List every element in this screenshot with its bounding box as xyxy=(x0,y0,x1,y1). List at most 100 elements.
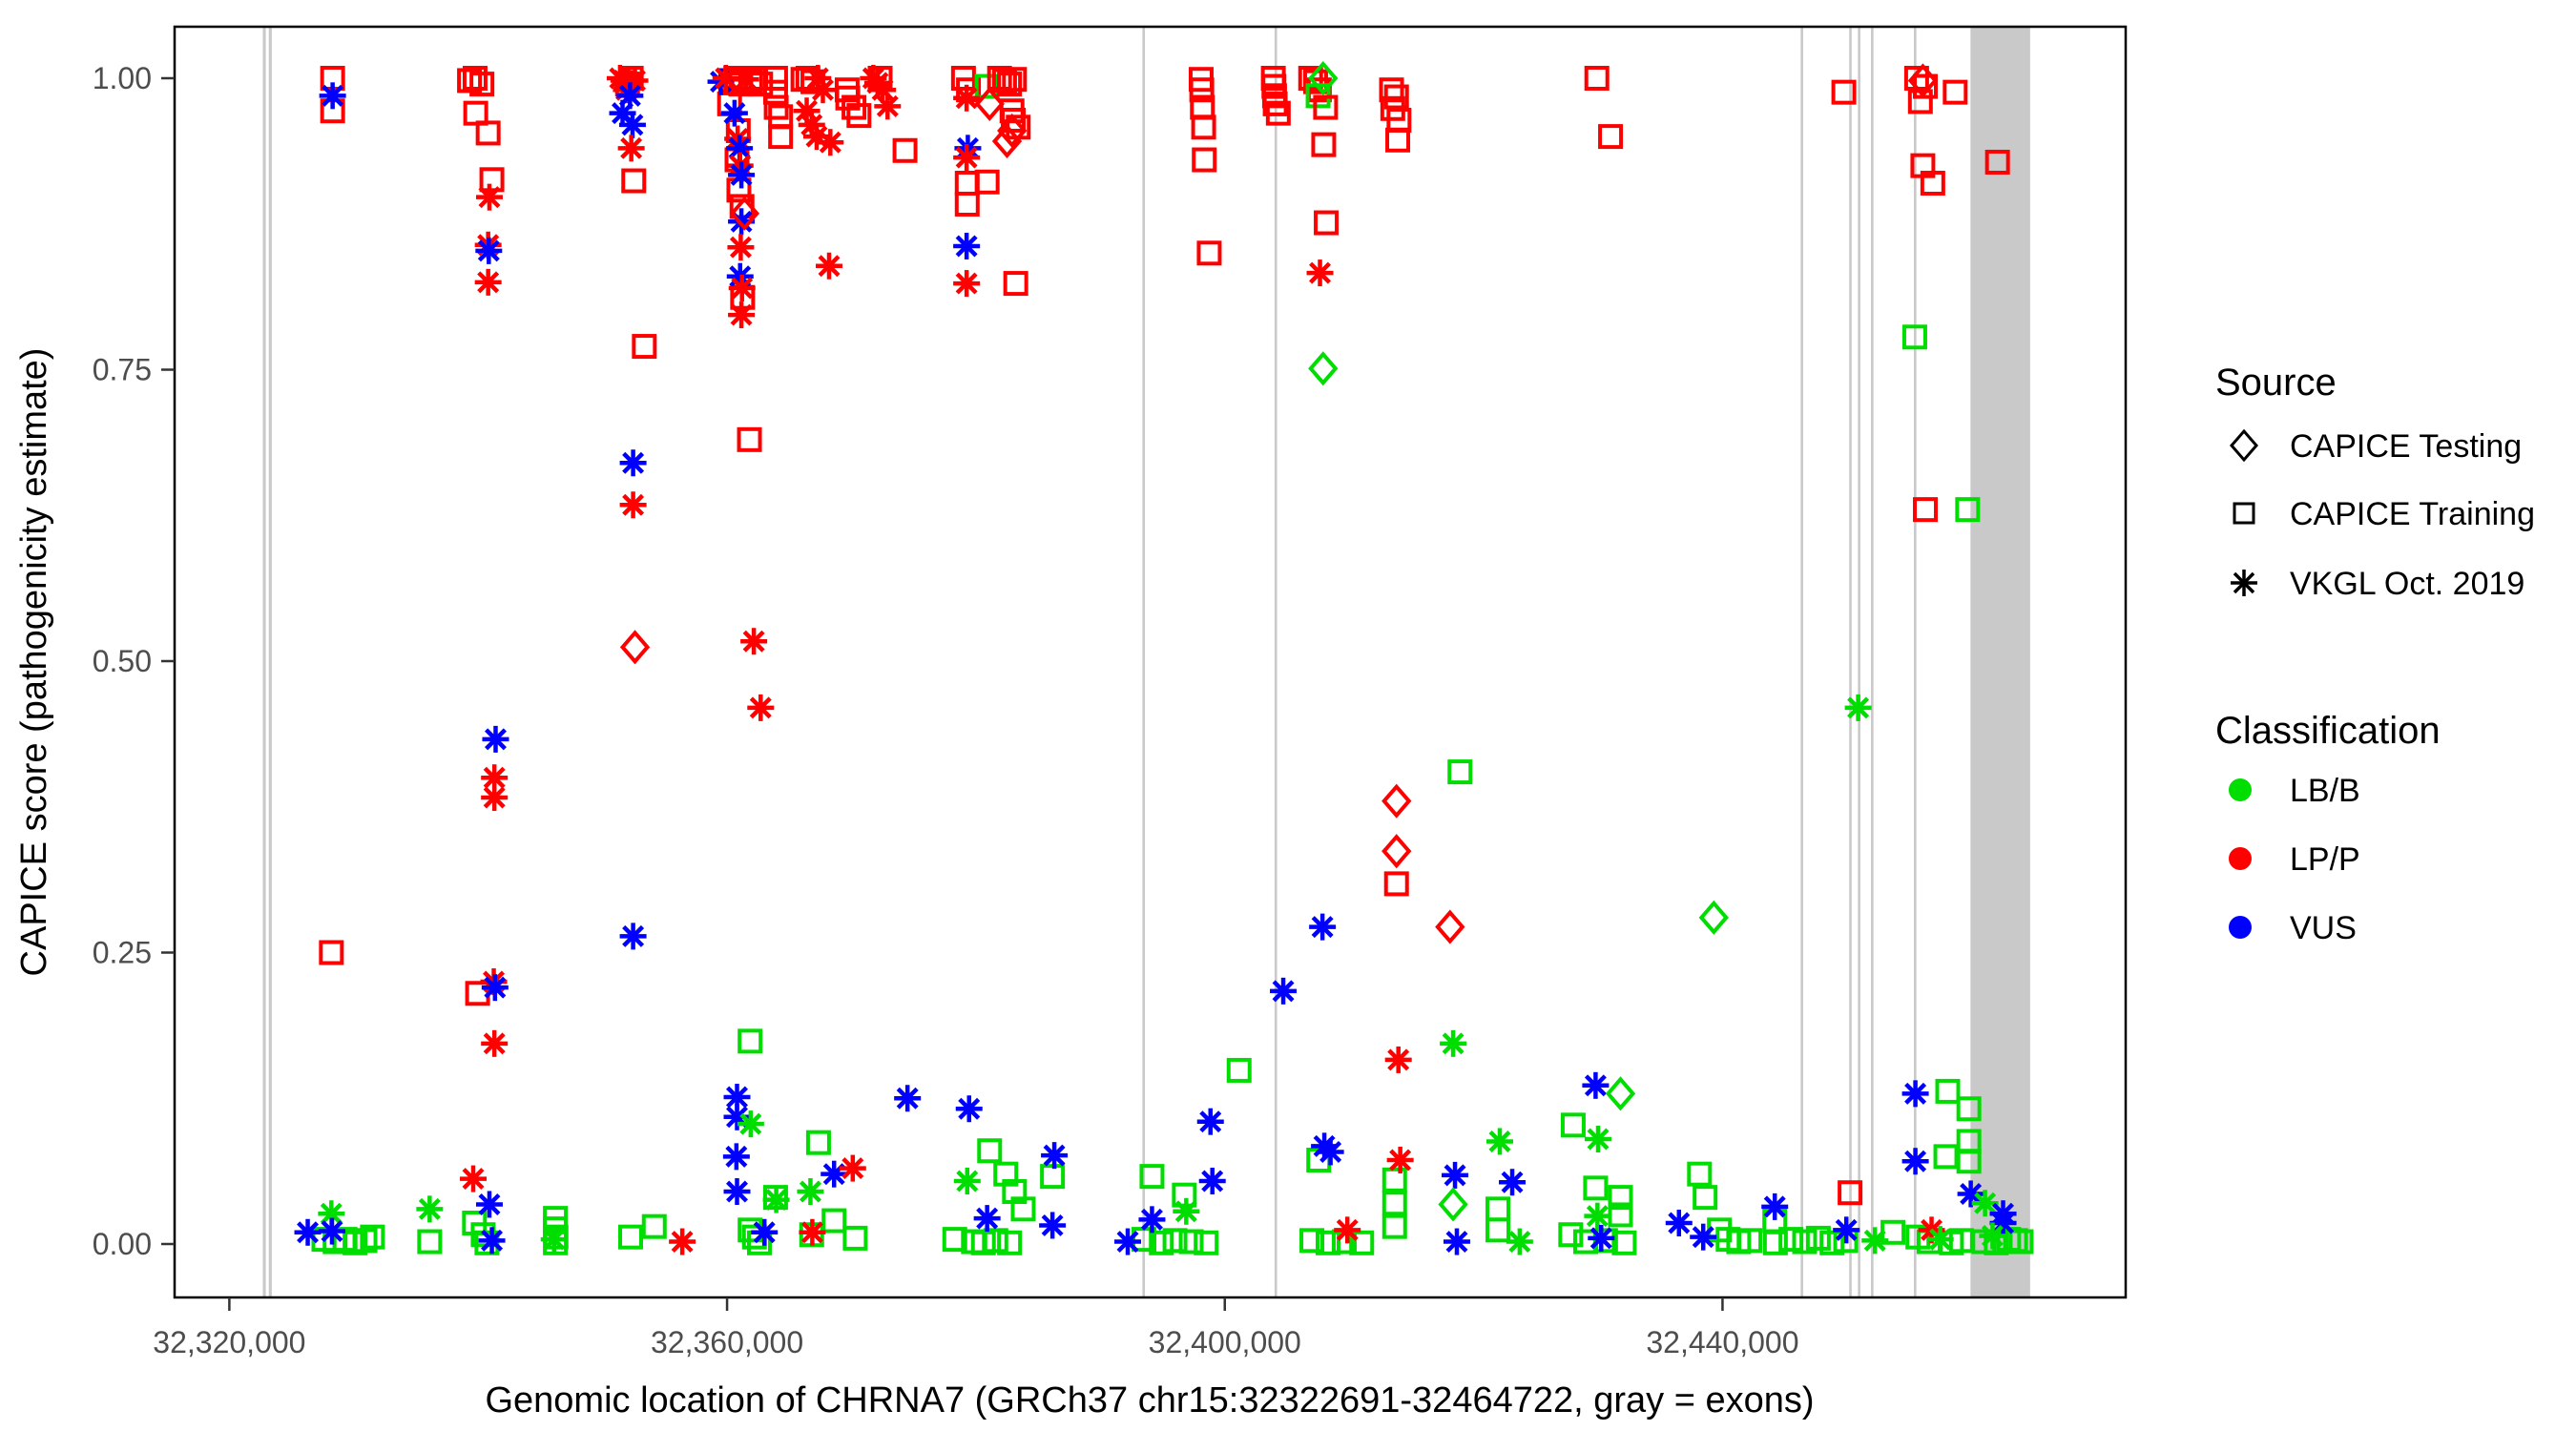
data-point-asterisk xyxy=(1173,1197,1200,1225)
data-point-asterisk xyxy=(727,234,755,261)
data-point-square xyxy=(1189,77,1215,103)
data-point-square xyxy=(1608,1185,1633,1211)
exon-region xyxy=(1142,27,1146,1297)
data-point-asterisk xyxy=(953,270,981,298)
data-point-square xyxy=(319,940,344,965)
y-tick-label: 0.50 xyxy=(93,644,152,678)
data-point-square xyxy=(1162,1228,1188,1254)
legend-item-lpp[interactable]: LP/P xyxy=(2229,841,2360,878)
data-point-square xyxy=(970,1230,996,1255)
data-point-diamond xyxy=(974,86,1005,121)
data-point-asterisk xyxy=(1901,1080,1929,1108)
data-point-square xyxy=(1149,1230,1174,1255)
legend-item-capice-training[interactable]: CAPICE Training xyxy=(2233,496,2535,532)
data-point-square xyxy=(617,1224,643,1250)
data-point-diamond xyxy=(1907,63,1939,98)
data-point-square xyxy=(1349,1230,1375,1255)
exon-region xyxy=(1849,27,1852,1297)
data-point-square xyxy=(1819,1230,1845,1255)
data-point-square xyxy=(621,168,647,194)
data-point-square xyxy=(1687,1161,1713,1187)
legend-item-vkgl[interactable]: VKGL Oct. 2019 xyxy=(2231,566,2524,602)
data-point-asterisk xyxy=(1844,694,1872,721)
data-point-square xyxy=(352,1228,378,1254)
y-tick-label: 0.00 xyxy=(93,1227,152,1261)
exon-region xyxy=(1914,27,1917,1297)
data-point-square xyxy=(463,100,488,126)
data-point-asterisk xyxy=(318,1217,345,1245)
data-point-asterisk xyxy=(475,1191,503,1218)
data-point-square xyxy=(1299,1228,1325,1254)
data-point-diamond xyxy=(1698,900,1729,935)
square-marker-icon xyxy=(2233,502,2255,525)
data-point-asterisk xyxy=(1485,1128,1513,1155)
data-point-square xyxy=(1385,127,1411,153)
data-point-asterisk xyxy=(618,111,646,138)
legend-item-lbb[interactable]: LB/B xyxy=(2229,773,2360,809)
data-point-diamond xyxy=(1438,1187,1468,1222)
data-point-asterisk xyxy=(1926,1226,1954,1254)
asterisk-marker-icon xyxy=(2231,570,2257,596)
data-point-diamond xyxy=(1381,783,1412,819)
data-point-square xyxy=(1191,114,1216,140)
data-point-square xyxy=(1003,271,1028,297)
data-point-square xyxy=(1381,1167,1407,1192)
data-point-square xyxy=(841,94,867,120)
data-point-asterisk xyxy=(482,725,509,753)
data-point-asterisk xyxy=(416,1195,444,1223)
data-point-square xyxy=(1913,497,1939,523)
data-point-square xyxy=(1955,497,1981,523)
data-point-square xyxy=(762,66,788,91)
exon-region xyxy=(1871,27,1874,1297)
data-point-square xyxy=(762,79,788,105)
data-point-asterisk xyxy=(1901,1148,1929,1175)
data-point-asterisk xyxy=(1582,1071,1610,1099)
data-point-asterisk xyxy=(1957,1180,1984,1208)
x-tick-label: 32,440,000 xyxy=(1646,1325,1798,1359)
data-point-square xyxy=(469,72,495,97)
data-point-asterisk xyxy=(797,1178,824,1206)
data-point-asterisk xyxy=(821,1160,848,1188)
exon-shading-layer xyxy=(262,27,2030,1297)
exon-region xyxy=(1274,27,1278,1297)
legend-item-label: LP/P xyxy=(2290,841,2360,878)
data-point-square xyxy=(821,1208,847,1234)
legend-item-capice-testing[interactable]: CAPICE Testing xyxy=(2230,428,2522,465)
data-point-asterisk xyxy=(481,974,509,1002)
data-point-square xyxy=(768,124,794,150)
x-tick-label: 32,360,000 xyxy=(651,1325,803,1359)
exon-region xyxy=(1970,27,2030,1297)
data-point-square xyxy=(1583,1175,1609,1201)
data-point-diamond xyxy=(991,123,1023,159)
data-point-square xyxy=(1956,1096,1982,1122)
data-point-square xyxy=(1139,1164,1165,1190)
data-point-asterisk xyxy=(1114,1228,1142,1255)
data-point-asterisk xyxy=(732,66,759,93)
data-point-asterisk xyxy=(816,252,843,280)
axis-ticks-layer: 32,320,000 32,360,000 32,400,000 32,440,000… xyxy=(93,61,1799,1359)
data-point-diamond xyxy=(1308,351,1339,386)
data-point-asterisk xyxy=(1041,1142,1069,1170)
legend-item-vus[interactable]: VUS xyxy=(2229,910,2357,946)
data-point-asterisk xyxy=(953,232,981,259)
data-point-asterisk xyxy=(1270,977,1298,1005)
data-point-square xyxy=(632,334,657,360)
data-point-square xyxy=(805,1130,831,1155)
data-point-square xyxy=(1194,1230,1219,1255)
data-point-asterisk xyxy=(762,1186,790,1213)
data-point-square xyxy=(1002,67,1028,93)
data-point-asterisk xyxy=(1499,1169,1527,1196)
data-point-square xyxy=(2008,1229,2034,1255)
data-point-square xyxy=(475,120,501,146)
exon-region xyxy=(268,27,272,1297)
legend-item-label: VUS xyxy=(2290,910,2357,946)
data-point-diamond xyxy=(1381,834,1412,869)
data-point-asterisk xyxy=(955,1095,983,1123)
data-point-square xyxy=(737,1028,763,1054)
data-point-square xyxy=(1792,1229,1818,1255)
data-point-square xyxy=(1598,124,1624,150)
data-point-square xyxy=(1560,1112,1586,1138)
data-point-asterisk xyxy=(619,449,647,477)
data-point-asterisk xyxy=(1334,1216,1361,1244)
